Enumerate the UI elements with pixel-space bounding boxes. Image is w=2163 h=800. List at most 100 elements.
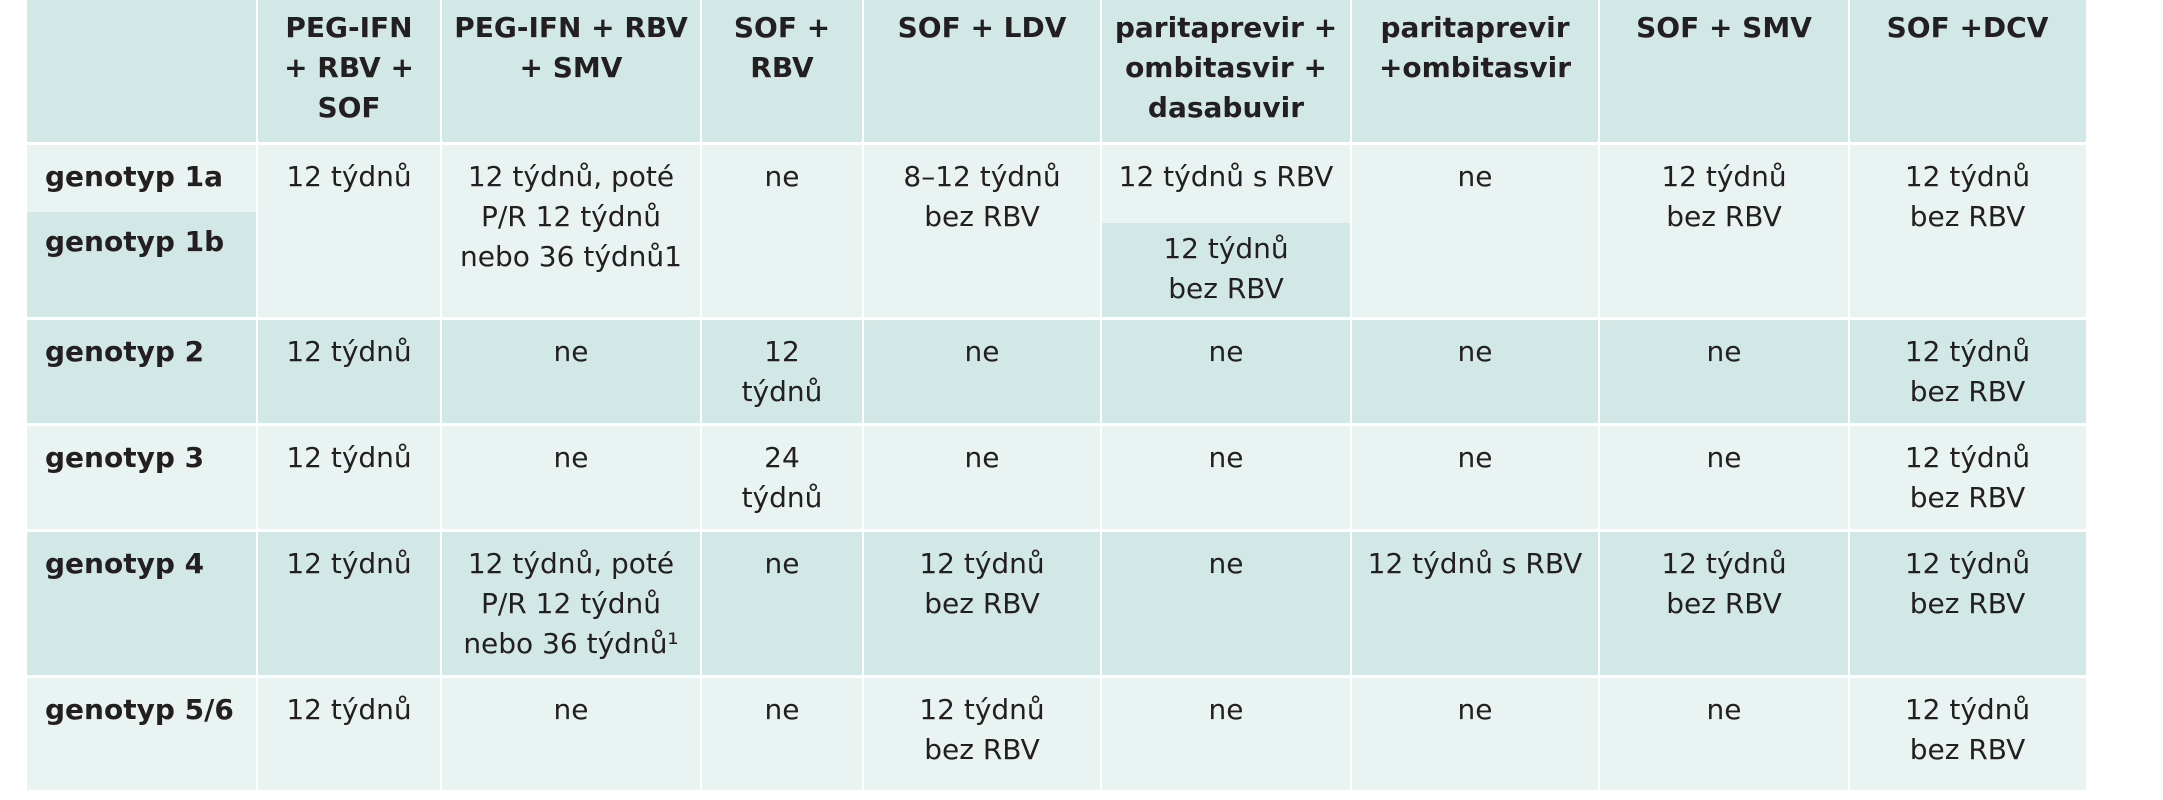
header-peg-rbv-sof: PEG-IFN + RBV + SOF xyxy=(257,0,441,143)
cell-line: 12 týdnů xyxy=(1904,160,2031,193)
column-divider xyxy=(1848,0,1850,790)
cell-g1-paritaprevir-ombitasvir: ne xyxy=(1351,143,1599,318)
treatment-table: PEG-IFN + RBV + SOF PEG-IFN + RBV + SMV … xyxy=(27,0,2086,790)
row-label-genotyp-3: genotyp 3 xyxy=(27,424,257,530)
cell-g4-paritaprevir-ombitasvir-dasabuvir: ne xyxy=(1101,530,1351,676)
header-line: dasabuvir xyxy=(1147,91,1305,124)
header-line: PEG-IFN xyxy=(285,11,413,44)
cell-g1a-paritaprevir-ombitasvir-dasabuvir: 12 týdnů s RBV xyxy=(1101,143,1351,223)
column-divider xyxy=(1598,0,1600,790)
row-divider xyxy=(27,317,2086,320)
cell-line: 12 týdnů xyxy=(286,547,412,580)
cell-g3-sof-ldv: ne xyxy=(863,424,1101,530)
row-label-genotyp-4: genotyp 4 xyxy=(27,530,257,676)
cell-g56-sof-smv: ne xyxy=(1599,676,1849,790)
cell-g2-sof-smv: ne xyxy=(1599,318,1849,424)
column-divider xyxy=(700,0,702,790)
header-sof-rbv: SOF + RBV xyxy=(701,0,863,143)
cell-line: bez RBV xyxy=(924,200,1040,233)
cell-line: 12 týdnů s RBV xyxy=(1367,547,1583,580)
cell-g2-paritaprevir-ombitasvir-dasabuvir: ne xyxy=(1101,318,1351,424)
cell-line: 12 týdnů xyxy=(286,441,412,474)
header-paritaprevir-ombitasvir-dasabuvir: paritaprevir + ombitasvir + dasabuvir xyxy=(1101,0,1351,143)
cell-line: ne xyxy=(764,693,800,726)
cell-line: ne xyxy=(1457,441,1493,474)
cell-line: ne xyxy=(1457,693,1493,726)
cell-line: ne xyxy=(1208,693,1244,726)
cell-g56-peg-rbv-smv: ne xyxy=(441,676,701,790)
cell-line: 12 týdnů xyxy=(286,693,412,726)
header-line: +ombitasvir xyxy=(1378,51,1572,84)
cell-line: 12 týdnů xyxy=(1904,547,2031,580)
cell-g56-sof-dcv: 12 týdnů bez RBV xyxy=(1849,676,2086,790)
cell-line: 12 týdnů xyxy=(1904,693,2031,726)
cell-g3-peg-rbv-smv: ne xyxy=(441,424,701,530)
cell-line: nebo 36 týdnů1 xyxy=(460,240,682,273)
cell-line: ne xyxy=(1457,160,1493,193)
cell-line: bez RBV xyxy=(1909,200,2026,233)
cell-line: 12 týdnů xyxy=(1661,160,1787,193)
row-label-genotyp-2: genotyp 2 xyxy=(27,318,257,424)
cell-line: bez RBV xyxy=(1168,272,1284,305)
header-line: + RBV + xyxy=(284,51,414,84)
cell-g2-peg-rbv-sof: 12 týdnů xyxy=(257,318,441,424)
cell-line: bez RBV xyxy=(1909,481,2026,514)
cell-line: ne xyxy=(553,693,589,726)
cell-g56-peg-rbv-sof: 12 týdnů xyxy=(257,676,441,790)
cell-line: 8–12 týdnů xyxy=(903,160,1061,193)
cell-g2-paritaprevir-ombitasvir: ne xyxy=(1351,318,1599,424)
header-line: paritaprevir + xyxy=(1114,11,1338,44)
header-peg-rbv-smv: PEG-IFN + RBV + SMV xyxy=(441,0,701,143)
cell-g3-peg-rbv-sof: 12 týdnů xyxy=(257,424,441,530)
cell-g1-sof-smv: 12 týdnů bez RBV xyxy=(1599,143,1849,318)
cell-line: 12 týdnů, poté xyxy=(467,547,675,580)
cell-g4-sof-dcv: 12 týdnů bez RBV xyxy=(1849,530,2086,676)
row-divider xyxy=(27,423,2086,426)
cell-line: bez RBV xyxy=(1909,375,2026,408)
cell-g56-paritaprevir-ombitasvir: ne xyxy=(1351,676,1599,790)
cell-g2-sof-rbv: 12 týdnů xyxy=(701,318,863,424)
cell-g4-sof-rbv: ne xyxy=(701,530,863,676)
cell-line: ne xyxy=(1208,335,1244,368)
cell-g2-sof-ldv: ne xyxy=(863,318,1101,424)
cell-line: 12 týdnů xyxy=(1904,441,2031,474)
row-label-genotyp-1a: genotyp 1a xyxy=(27,143,257,212)
row-divider xyxy=(27,142,2086,145)
cell-g1-peg-rbv-sof: 12 týdnů xyxy=(257,143,441,318)
cell-line: bez RBV xyxy=(924,587,1040,620)
cell-g1-sof-dcv: 12 týdnů bez RBV xyxy=(1849,143,2086,318)
cell-line: 12 týdnů xyxy=(1904,335,2031,368)
cell-g3-sof-dcv: 12 týdnů bez RBV xyxy=(1849,424,2086,530)
header-sof-dcv: SOF +DCV xyxy=(1849,0,2086,143)
column-divider xyxy=(1350,0,1352,790)
cell-g4-peg-rbv-smv: 12 týdnů, poté P/R 12 týdnů nebo 36 týdnů¹ xyxy=(441,530,701,676)
column-divider xyxy=(862,0,864,790)
cell-g2-sof-dcv: 12 týdnů bez RBV xyxy=(1849,318,2086,424)
row-divider xyxy=(27,529,2086,532)
row-label-genotyp-5-6: genotyp 5/6 xyxy=(27,676,257,790)
cell-line: bez RBV xyxy=(924,733,1040,766)
cell-g2-peg-rbv-smv: ne xyxy=(441,318,701,424)
cell-line: bez RBV xyxy=(1909,733,2026,766)
cell-g3-paritaprevir-ombitasvir: ne xyxy=(1351,424,1599,530)
cell-line: týdnů xyxy=(741,481,823,514)
cell-line: ne xyxy=(553,441,589,474)
header-line: SOF + SMV xyxy=(1636,11,1812,44)
column-divider xyxy=(1100,0,1102,790)
cell-g56-paritaprevir-ombitasvir-dasabuvir: ne xyxy=(1101,676,1351,790)
cell-line: 12 týdnů xyxy=(1163,232,1289,265)
cell-line: 12 týdnů xyxy=(286,160,412,193)
header-paritaprevir-ombitasvir: paritaprevir +ombitasvir xyxy=(1351,0,1599,143)
cell-line: nebo 36 týdnů¹ xyxy=(463,627,679,660)
cell-line: 24 xyxy=(764,441,800,474)
cell-line: ne xyxy=(1706,335,1742,368)
cell-line: ne xyxy=(553,335,589,368)
row-label-genotyp-1b: genotyp 1b xyxy=(27,212,257,318)
cell-line: bez RBV xyxy=(1666,587,1782,620)
cell-line: P/R 12 týdnů xyxy=(480,200,662,233)
cell-line: 12 týdnů xyxy=(919,693,1045,726)
cell-line: P/R 12 týdnů xyxy=(480,587,662,620)
cell-g1-sof-ldv: 8–12 týdnů bez RBV xyxy=(863,143,1101,318)
header-corner-cell xyxy=(27,0,257,143)
cell-line: ne xyxy=(1706,441,1742,474)
